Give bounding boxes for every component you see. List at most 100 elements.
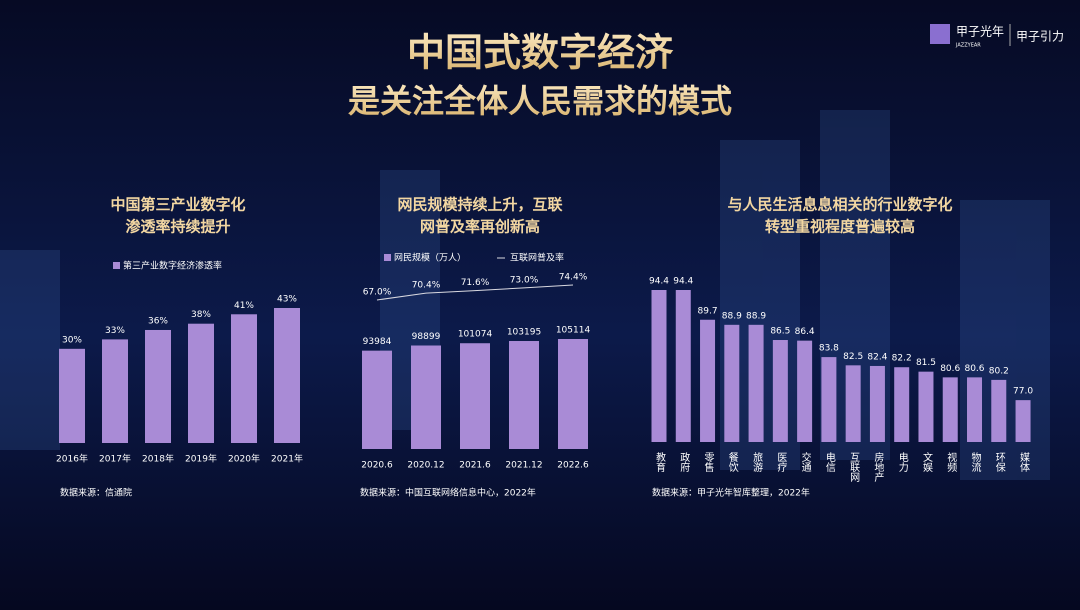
source-note: 数据来源：甲子光年智库整理，2022年 [652, 487, 810, 499]
value-label: 88.9 [722, 311, 742, 321]
value-label: 83.8 [819, 344, 839, 354]
main-title: 中国式数字经济 [407, 31, 674, 75]
value-label: 80.6 [964, 364, 984, 374]
legend-swatch [113, 262, 120, 269]
logo-name: 甲子光年 [956, 25, 1004, 39]
bar [558, 339, 588, 449]
bar [1015, 400, 1031, 442]
x-tick-label: 电信 [823, 451, 835, 473]
x-tick-label: 2020.12 [407, 461, 444, 471]
bar [748, 324, 764, 442]
bar [967, 377, 983, 442]
x-tick-label: 2021.6 [459, 461, 491, 471]
x-tick-label: 房地产 [872, 451, 884, 483]
source-note: 数据来源：中国互联网络信息中心，2022年 [360, 487, 536, 499]
value-label: 82.2 [892, 354, 912, 364]
x-tick-label: 电力 [896, 451, 908, 473]
value-label: 33% [105, 326, 125, 336]
chart-title: 转型重视程度普遍较高 [765, 218, 915, 236]
logo-icon [930, 24, 950, 44]
logo-latin: JAZZYEAR [955, 43, 981, 49]
value-label: 81.5 [916, 358, 936, 368]
chart-title: 与人民生活息息相关的行业数字化 [727, 196, 952, 214]
value-label: 30% [62, 335, 82, 345]
bar [102, 339, 128, 443]
x-tick-label: 物流 [969, 451, 981, 473]
x-tick-label: 2022.6 [557, 461, 589, 471]
line-value-label: 74.4% [559, 273, 588, 283]
value-label: 82.4 [867, 352, 887, 362]
value-label: 94.4 [649, 277, 669, 287]
value-label: 77.0 [1013, 387, 1033, 397]
bar [845, 365, 861, 442]
source-note: 数据来源：信通院 [60, 487, 132, 499]
x-tick-label: 2020.6 [361, 461, 393, 471]
x-tick-label: 餐饮 [726, 451, 738, 473]
legend-swatch [384, 254, 391, 261]
value-label: 98899 [412, 332, 441, 342]
bar [651, 290, 667, 442]
bar [797, 340, 813, 442]
x-tick-label: 环保 [993, 452, 1005, 473]
bar [231, 314, 257, 443]
bar [700, 319, 716, 442]
bar [772, 340, 788, 442]
bar [460, 343, 490, 449]
value-label: 86.5 [770, 327, 790, 337]
legend-label: 互联网普及率 [510, 252, 564, 264]
x-tick-label: 2016年 [56, 453, 88, 465]
bar [724, 324, 740, 442]
bar [59, 348, 85, 443]
value-label: 105114 [556, 326, 591, 336]
main-subtitle: 是关注全体人民需求的模式 [348, 82, 732, 120]
line-value-label: 70.4% [412, 281, 441, 291]
x-tick-label: 零售 [702, 452, 714, 473]
x-tick-label: 2020年 [228, 453, 260, 465]
bar [991, 379, 1007, 442]
bar [145, 329, 171, 443]
logo-event: 甲子引力 [1016, 30, 1064, 44]
bar [188, 323, 214, 443]
x-tick-label: 文娱 [920, 451, 932, 473]
line [376, 284, 574, 301]
x-tick-label: 互联网 [848, 452, 860, 483]
bar [942, 377, 958, 442]
value-label: 36% [148, 316, 168, 326]
value-label: 93984 [363, 337, 392, 347]
line-value-label: 73.0% [510, 275, 539, 285]
x-tick-label: 2017年 [99, 453, 131, 465]
x-tick-label: 教育 [654, 451, 666, 473]
bar [274, 308, 300, 443]
x-tick-label: 2021年 [271, 453, 303, 465]
x-tick-label: 2019年 [185, 453, 217, 465]
legend-label: 网民规模（万人） [394, 253, 466, 264]
bar [821, 357, 837, 442]
x-tick-label: 视频 [945, 451, 957, 473]
value-label: 38% [191, 310, 211, 320]
chart-title: 网普及率再创新高 [420, 218, 540, 236]
x-tick-label: 交通 [799, 451, 811, 472]
bar [894, 367, 910, 442]
value-label: 80.6 [940, 364, 960, 374]
bar [362, 350, 392, 449]
value-label: 80.2 [989, 366, 1009, 376]
chart-title: 渗透率持续提升 [125, 218, 230, 236]
bar [869, 365, 885, 442]
bar [411, 345, 441, 449]
value-label: 101074 [458, 330, 493, 340]
value-label: 82.5 [843, 352, 863, 362]
x-tick-label: 医疗 [775, 452, 787, 473]
legend-label: 第三产业数字经济渗透率 [123, 260, 222, 272]
value-label: 41% [234, 301, 254, 311]
bar [675, 290, 691, 442]
bar [918, 371, 934, 442]
bar [509, 341, 539, 449]
value-label: 86.4 [795, 327, 815, 337]
line-value-label: 67.0% [363, 288, 392, 298]
value-label: 103195 [507, 328, 541, 338]
x-tick-label: 旅游 [751, 451, 763, 473]
x-tick-label: 媒体 [1018, 452, 1030, 473]
x-tick-label: 政府 [678, 451, 690, 473]
